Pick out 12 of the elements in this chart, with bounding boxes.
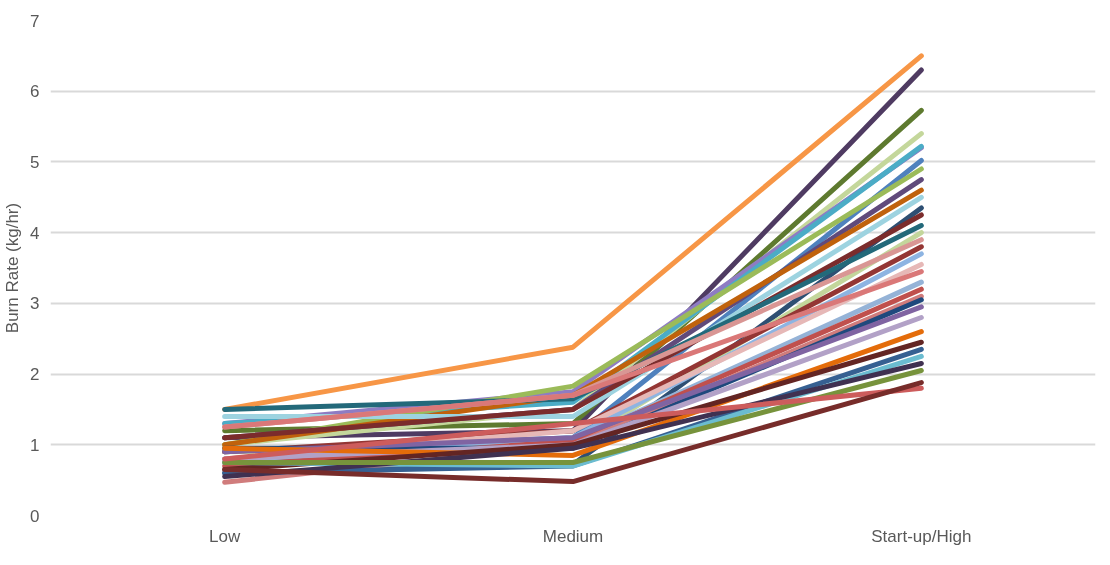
- y-tick-label: 1: [30, 435, 40, 455]
- y-tick-label: 7: [30, 11, 40, 31]
- y-tick-label: 4: [30, 223, 40, 243]
- y-tick-label: 5: [30, 152, 40, 172]
- y-tick-label: 0: [30, 506, 40, 526]
- y-tick-label: 3: [30, 294, 40, 314]
- y-tick-label: 2: [30, 365, 40, 385]
- y-axis-title: Burn Rate (kg/hr): [3, 202, 23, 334]
- x-tick-label: Start-up/High: [871, 526, 972, 546]
- x-tick-label: Low: [209, 526, 241, 546]
- y-tick-label: 6: [30, 82, 40, 102]
- x-tick-label: Medium: [542, 526, 604, 546]
